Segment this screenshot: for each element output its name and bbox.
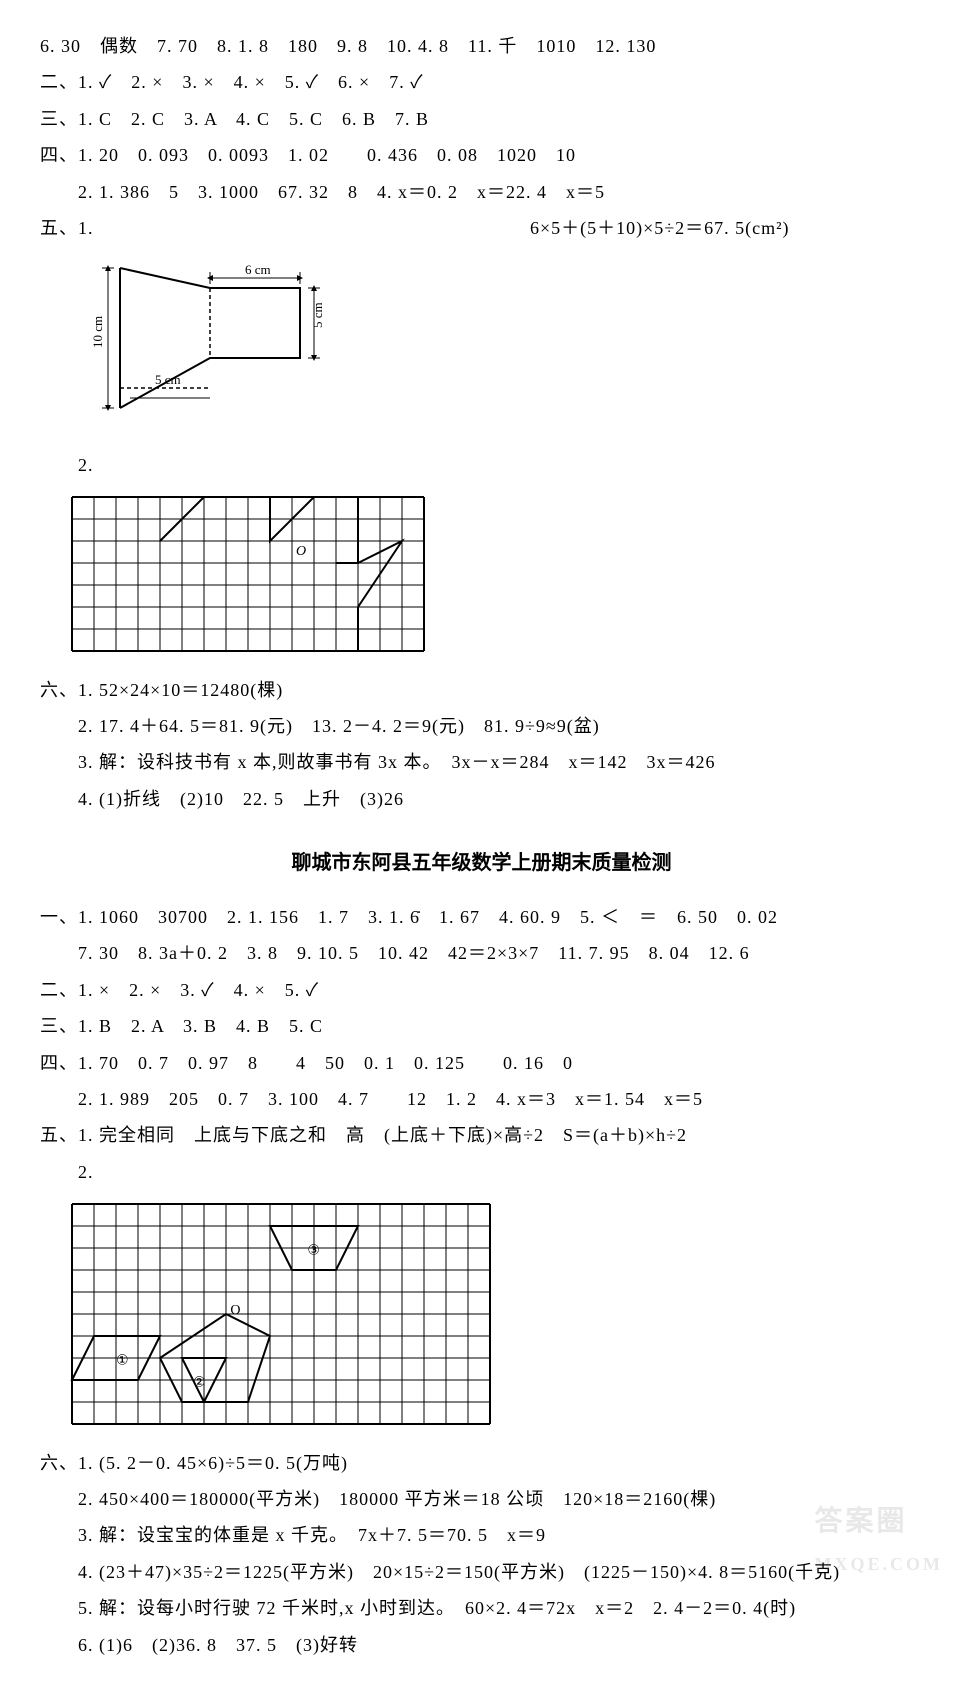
ans-line: 3. 解：设科技书有 x 本,则故事书有 3x 本。 3x－x＝284 x＝14… xyxy=(40,746,923,778)
svg-text:①: ① xyxy=(116,1354,129,1369)
ans-line: 4. (1)折线 (2)10 22. 5 上升 (3)26 xyxy=(40,783,923,815)
ans-line: 4. (23＋47)×35÷2＝1225(平方米) 20×15÷2＝150(平方… xyxy=(40,1556,923,1588)
ans-line: 2. 1. 989 205 0. 7 3. 100 4. 7 12 1. 2 4… xyxy=(40,1083,923,1115)
ans-line: 2. xyxy=(40,449,923,481)
ans-line: 2. 17. 4＋64. 5＝81. 9(元) 13. 2－4. 2＝9(元) … xyxy=(40,710,923,742)
ans-line: 四、1. 20 0. 093 0. 0093 1. 02 0. 436 0. 0… xyxy=(40,139,923,171)
formula-line: 6×5＋(5＋10)×5÷2＝67. 5(cm²) xyxy=(530,212,790,244)
svg-text:③: ③ xyxy=(307,1244,320,1259)
ans-line: 6. 30 偶数 7. 70 8. 1. 8 180 9. 8 10. 4. 8… xyxy=(40,30,923,62)
dim-5cm-r: 5 cm xyxy=(310,303,325,329)
ans-line: 二、1. × 2. × 3. ✓ 4. × 5. ✓ xyxy=(40,974,923,1006)
svg-text:O: O xyxy=(230,1303,240,1318)
ans-line: 6. (1)6 (2)36. 8 37. 5 (3)好转 xyxy=(40,1629,923,1661)
ans-line: 五、1. 完全相同 上底与下底之和 高 (上底＋下底)×高÷2 S＝(a＋b)×… xyxy=(40,1119,923,1151)
ans-line: 二、1. ✓ 2. × 3. × 4. × 5. ✓ 6. × 7. ✓ xyxy=(40,66,923,98)
ans-line: 四、1. 70 0. 7 0. 97 8 4 50 0. 1 0. 125 0.… xyxy=(40,1047,923,1079)
trapezoid-diagram: 6 cm 5 cm 5 cm 10 cm xyxy=(70,258,350,428)
grid-diagram-1: O xyxy=(70,495,426,653)
ans-line: 三、1. C 2. C 3. A 4. C 5. C 6. B 7. B xyxy=(40,103,923,135)
section-title-2: 聊城市东阿县五年级数学上册期末质量检测 xyxy=(40,845,923,881)
dim-10cm: 10 cm xyxy=(90,316,105,348)
ans-line: 2. xyxy=(40,1156,923,1188)
svg-text:O: O xyxy=(296,544,306,559)
ans-line: 一、1. 1060 30700 2. 1. 156 1. 7 3. 1. 6̇ … xyxy=(40,901,923,933)
ans-line: 3. 解：设宝宝的体重是 x 千克。 7x＋7. 5＝70. 5 x＝9 xyxy=(40,1519,923,1551)
ans-line: 六、1. (5. 2－0. 45×6)÷5＝0. 5(万吨) xyxy=(40,1447,923,1479)
svg-text:②: ② xyxy=(193,1376,206,1391)
ans-line: 7. 30 8. 3a＋0. 2 3. 8 9. 10. 5 10. 42 42… xyxy=(40,937,923,969)
ans-line: 三、1. B 2. A 3. B 4. B 5. C xyxy=(40,1010,923,1042)
dim-6cm: 6 cm xyxy=(245,262,271,277)
ans-line: 2. 450×400＝180000(平方米) 180000 平方米＝18 公顷 … xyxy=(40,1483,923,1515)
grid-diagram-2: O ① ② ③ xyxy=(70,1202,492,1426)
ans-line: 五、1. xyxy=(40,212,350,244)
ans-line: 2. 1. 386 5 3. 1000 67. 32 8 4. x＝0. 2 x… xyxy=(40,176,923,208)
ans-line: 5. 解：设每小时行驶 72 千米时,x 小时到达。 60×2. 4＝72x x… xyxy=(40,1592,923,1624)
ans-line: 六、1. 52×24×10＝12480(棵) xyxy=(40,674,923,706)
dim-5cm-b: 5 cm xyxy=(155,372,181,387)
